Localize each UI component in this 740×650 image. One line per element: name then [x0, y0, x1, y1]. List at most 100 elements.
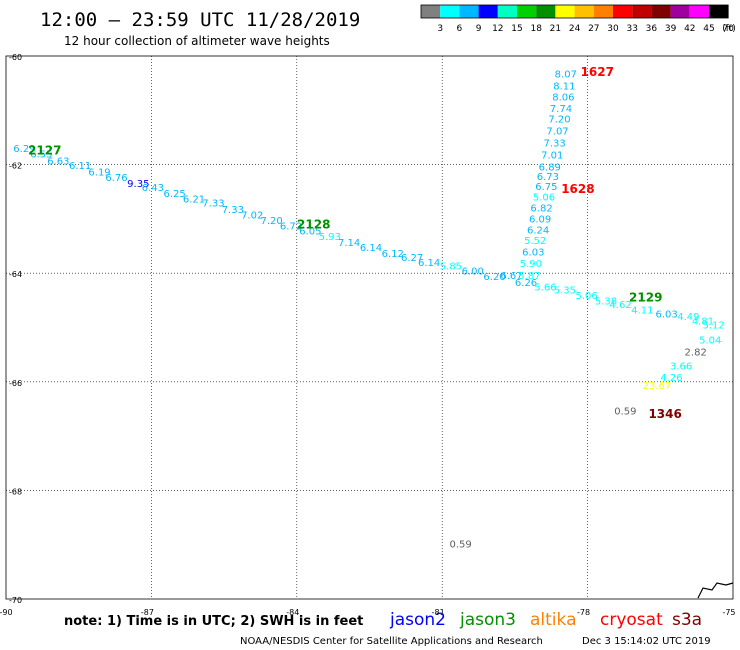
- swh-value-jason3: 6.12: [382, 249, 404, 260]
- x-tick-label: -84: [286, 608, 299, 617]
- colorbar-swatch: [632, 5, 652, 18]
- colorbar-tick-label: 3: [437, 24, 443, 34]
- swh-value-jason3: 6.67: [500, 271, 522, 282]
- colorbar-tick-label: 30: [607, 24, 619, 34]
- swh-value-jason3: 4.81: [692, 317, 714, 328]
- colorbar-tick-label: 24: [569, 24, 581, 34]
- swh-value-jason3: 7.33: [222, 205, 244, 216]
- colorbar-tick-label: 6: [457, 24, 463, 34]
- swh-value-cryosat: 5.06: [533, 193, 555, 204]
- swh-value-cryosat: 5.52: [524, 236, 546, 247]
- swh-value-jason3: 4.26: [660, 373, 682, 384]
- swh-value-jason3: 5.66: [534, 282, 556, 293]
- x-tick-label: -87: [141, 608, 154, 617]
- swh-value-jason3: 5.04: [699, 336, 721, 347]
- plot-frame: [5, 55, 734, 600]
- swh-value-cryosat: 6.24: [527, 225, 549, 236]
- swh-value-jason3: 4.62: [609, 300, 631, 311]
- colorbar-tick-label: 12: [492, 24, 503, 34]
- colorbar-swatch: [517, 5, 537, 18]
- swh-value-jason3: 6.20: [483, 272, 505, 283]
- y-tick-label: -66: [9, 379, 22, 388]
- pass-label: 1627: [581, 65, 614, 79]
- y-tick-label: -70: [9, 596, 22, 605]
- legend-s3a: s3a: [672, 610, 702, 630]
- pass-label: 1346: [648, 407, 681, 421]
- colorbar-swatch: [536, 5, 556, 18]
- swh-value-jason3: 9.35: [127, 179, 149, 190]
- swh-value-jason3: 7.33: [202, 199, 224, 210]
- swh-value-jason3: 6.63: [47, 156, 69, 167]
- swh-value-jason3: 7.02: [241, 211, 263, 222]
- swh-value-s3a: 0.59: [449, 540, 471, 551]
- colorbar-swatch: [651, 5, 671, 18]
- colorbar-tick-label: 33: [626, 24, 637, 34]
- pass-label: 2129: [629, 291, 662, 305]
- swh-value-jason3: 6.27: [401, 253, 423, 264]
- colorbar-border: [420, 4, 729, 19]
- swh-value-jason3: 5.85: [440, 262, 462, 273]
- swh-value-jason3: 4.49: [677, 312, 699, 323]
- colorbar-swatch: [459, 5, 479, 18]
- legend-jason2: jason2: [389, 610, 446, 630]
- coastline-mark: [697, 582, 734, 599]
- swh-value-jason3: 6.05: [299, 226, 321, 237]
- swh-value-jason3: 6.26: [515, 278, 537, 289]
- swh-value-cryosat: 5.90: [520, 259, 542, 270]
- swh-value-jason3: 5.06: [575, 291, 597, 302]
- colorbar-swatch: [613, 5, 633, 18]
- swh-value-jason3: 6.14: [418, 258, 440, 269]
- satellite-legend: jason2 jason3 altika cryosat s3a: [389, 610, 702, 630]
- timestamp: Dec 3 15:14:02 UTC 2019: [582, 636, 711, 647]
- colorbar-swatch: [497, 5, 517, 18]
- swh-value-jason3: 7.20: [260, 216, 282, 227]
- swh-value-jason3: 7.14: [338, 238, 360, 249]
- colorbar-swatch: [440, 5, 460, 18]
- swh-value-cryosat: 7.01: [541, 150, 563, 161]
- swh-value-jason3: 6.00: [462, 267, 484, 278]
- swh-value-jason3: 6.43: [142, 183, 164, 194]
- x-tick-label: -81: [432, 608, 445, 617]
- swh-value-cryosat: 5.87: [518, 271, 540, 282]
- colorbar-swatch: [421, 5, 441, 18]
- swh-value-jason3: 6.21: [183, 194, 205, 205]
- swh-value-jason3: 5.38: [595, 296, 617, 307]
- swh-values: 6.296.556.63 6.116.196.769.356.436.256.21…: [13, 69, 724, 550]
- pass-label: 1628: [561, 182, 594, 196]
- colorbar-tick-label: 39: [665, 24, 677, 34]
- colorbar-unit: (ft): [722, 24, 736, 34]
- pass-labels: 2127 2128 2129 1627 1628 1346: [28, 65, 682, 421]
- pass-label: 2127: [28, 144, 61, 158]
- axis-ticks: -90 -87 -84 -81 -78 -75 -60 -62 -64 -66 -68 -70: [0, 53, 736, 617]
- y-tick-label: -62: [9, 162, 22, 171]
- colorbar-tick-label: 21: [550, 24, 561, 34]
- chart-title: 12:00 – 23:59 UTC 11/28/2019: [40, 9, 360, 31]
- colorbar-swatch: [689, 5, 709, 18]
- swh-value-cryosat: 8.11: [553, 81, 575, 92]
- colorbar-tick-label: 42: [684, 24, 695, 34]
- swh-value-jason3: 6.29: [13, 144, 35, 155]
- colorbar-swatch: [593, 5, 613, 18]
- swh-value-cryosat: 6.89: [539, 162, 561, 173]
- x-tick-label: -75: [722, 608, 735, 617]
- swh-value-jason3: 6.25: [164, 189, 186, 200]
- swh-value-jason3: 3.66: [670, 362, 692, 373]
- swh-value-cryosat: 6.75: [535, 182, 557, 193]
- colorbar-swatch: [670, 5, 690, 18]
- swh-value-cryosat: 7.74: [550, 104, 572, 115]
- colorbar-tick-label: 45: [703, 24, 714, 34]
- chart-subtitle: 12 hour collection of altimeter wave hei…: [64, 34, 330, 48]
- legend-cryosat: cryosat: [600, 610, 663, 630]
- credit-line: NOAA/NESDIS Center for Satellite Applica…: [240, 636, 543, 647]
- colorbar-tick-label: 27: [588, 24, 599, 34]
- swh-value-jason3: 4.11: [631, 306, 653, 317]
- swh-value-cryosat: 6.09: [529, 214, 551, 225]
- swh-value-cryosat: 8.07: [555, 69, 577, 80]
- grid-lines: [6, 56, 733, 599]
- pass-label: 2128: [297, 217, 330, 231]
- colorbar-tick-label: 18: [530, 24, 542, 34]
- swh-value-jason3: 6.55: [30, 149, 52, 160]
- legend-jason3: jason3: [459, 610, 516, 630]
- swh-value-jason3: 5.35: [554, 286, 576, 297]
